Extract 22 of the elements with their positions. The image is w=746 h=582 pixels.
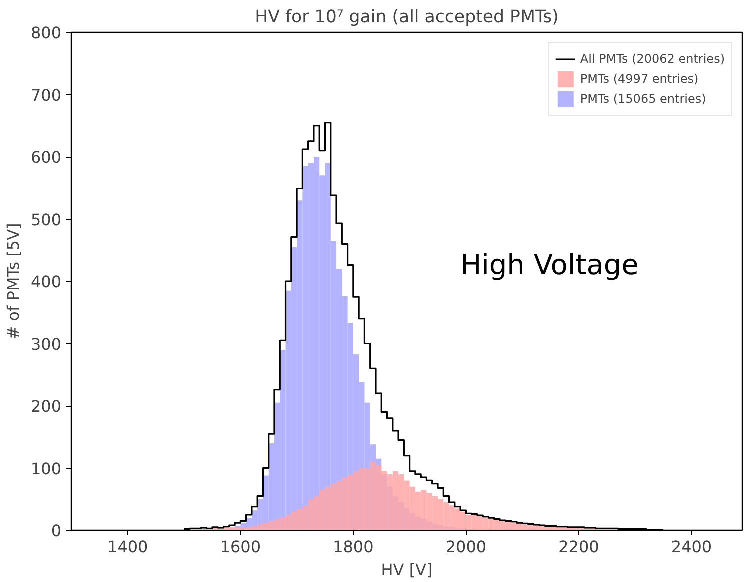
y-tick-label: 500: [30, 210, 62, 230]
y-tick-label: 0: [51, 522, 62, 540]
y-tick-label: 800: [30, 24, 62, 42]
x-axis-title: HV [V]: [381, 560, 433, 580]
x-tick-label: 1400: [108, 538, 148, 556]
annotation: High Voltage: [460, 248, 639, 282]
y-tick-label: 300: [30, 334, 62, 354]
y-tick-label: 200: [30, 397, 62, 416]
x-tick-label: 1600: [220, 538, 262, 556]
legend-label: PMTs (15065 entries): [580, 92, 706, 106]
y-tick-label: 400: [30, 272, 62, 292]
x-tick-label: 2000: [446, 538, 487, 556]
legend-label: All PMTs (20062 entries): [580, 52, 725, 66]
y-tick-label: 600: [30, 148, 62, 167]
x-tick-label: 1800: [333, 538, 374, 556]
y-axis-title: # of PMTs [5V]: [4, 223, 23, 340]
legend-label: PMTs (4997 entries): [580, 72, 699, 86]
y-tick-label: 700: [30, 86, 62, 105]
y-tick-label: 100: [30, 459, 62, 478]
chart-title: HV for 10⁷ gain (all accepted PMTs): [255, 8, 559, 28]
x-tick-label: 2200: [558, 538, 600, 556]
x-tick-label: 2400: [671, 538, 712, 556]
